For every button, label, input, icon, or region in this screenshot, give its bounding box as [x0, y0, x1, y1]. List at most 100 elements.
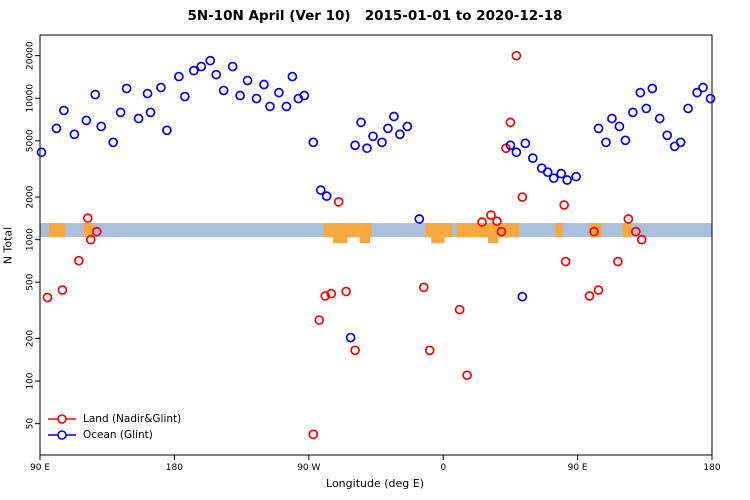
x-axis-label: Longitude (deg E): [326, 477, 424, 490]
data-point-land: [326, 288, 337, 299]
data-point-land: [477, 217, 487, 227]
data-point-land: [314, 315, 325, 325]
data-point-ocean: [683, 103, 693, 114]
data-point-land: [91, 226, 102, 237]
data-point-ocean: [321, 191, 332, 202]
data-point-ocean: [145, 107, 156, 118]
data-point-ocean: [121, 83, 132, 94]
data-point-ocean: [218, 85, 229, 96]
data-point-land: [424, 345, 435, 356]
data-point-ocean: [698, 82, 708, 93]
map-band-land: [83, 223, 94, 238]
y-tick-label: 10000: [26, 84, 36, 113]
map-band-land: [323, 223, 372, 238]
data-point-ocean: [647, 83, 658, 94]
data-point-ocean: [395, 129, 405, 140]
data-point-ocean: [593, 123, 604, 134]
data-point-ocean: [571, 171, 581, 182]
data-point-land: [492, 216, 502, 227]
data-point-ocean: [368, 131, 378, 142]
data-point-ocean: [274, 87, 284, 98]
data-point-ocean: [51, 123, 62, 134]
data-point-ocean: [90, 89, 101, 100]
data-point-land: [308, 429, 319, 440]
data-point-ocean: [108, 137, 119, 148]
data-point-ocean: [675, 137, 686, 148]
data-point-ocean: [227, 61, 238, 72]
data-point-land: [85, 234, 96, 245]
data-point-ocean: [362, 143, 372, 154]
data-point-ocean: [607, 113, 617, 124]
data-point-ocean: [69, 129, 80, 140]
data-point-land: [584, 291, 595, 301]
y-tick-label: 500: [26, 273, 36, 290]
data-point-land: [623, 214, 634, 224]
data-point-ocean: [620, 135, 631, 146]
data-point-ocean: [188, 65, 199, 76]
legend: Land (Nadir&Glint) Ocean (Glint): [46, 412, 181, 442]
data-point-ocean: [389, 111, 399, 122]
data-point-land: [462, 370, 472, 381]
data-point-ocean: [402, 121, 413, 132]
y-tick-label: 2000: [26, 185, 36, 208]
data-point-land: [505, 117, 516, 128]
map-band-land-notch: [488, 236, 499, 244]
legend-label-land: Land (Nadir&Glint): [83, 413, 182, 425]
data-point-ocean: [517, 291, 528, 302]
data-point-ocean: [196, 61, 207, 72]
data-point-land: [613, 256, 623, 267]
data-point-ocean: [287, 71, 298, 82]
plot-box: [39, 34, 713, 456]
data-point-land: [418, 282, 429, 293]
data-point-ocean: [511, 147, 522, 158]
data-point-ocean: [281, 101, 292, 112]
data-point-ocean: [299, 90, 310, 101]
data-point-ocean: [315, 185, 326, 195]
data-point-land: [517, 192, 528, 202]
data-point-land: [320, 291, 331, 301]
data-point-ocean: [628, 107, 638, 118]
data-point-ocean: [180, 91, 190, 102]
data-point-ocean: [562, 175, 572, 185]
x-tick-label: 90 E: [30, 463, 50, 473]
data-point-land: [593, 285, 604, 295]
data-point-ocean: [692, 87, 702, 98]
x-tick-label: 90 E: [568, 463, 588, 473]
data-point-ocean: [520, 138, 531, 149]
data-point-ocean: [251, 93, 262, 104]
data-point-ocean: [614, 121, 625, 132]
x-tick-label: 0: [440, 463, 446, 473]
y-tick-label: 5000: [26, 129, 36, 152]
data-point-ocean: [265, 101, 275, 112]
data-point-land: [636, 234, 647, 245]
data-point-ocean: [350, 140, 360, 151]
data-point-land: [341, 286, 351, 297]
data-point-land: [57, 285, 68, 295]
data-point-ocean: [662, 130, 673, 141]
data-point-land: [496, 226, 507, 237]
y-tick-label: 1000: [26, 228, 36, 251]
data-point-ocean: [383, 123, 393, 134]
map-band-land: [425, 223, 453, 238]
data-point-ocean: [36, 147, 47, 158]
map-band-land: [622, 223, 632, 238]
y-tick-label: 20000: [26, 41, 36, 70]
data-point-ocean: [59, 105, 69, 116]
map-band-land: [456, 223, 520, 238]
data-point-land: [560, 256, 571, 267]
data-point-land: [82, 213, 93, 223]
data-point-ocean: [162, 125, 172, 136]
map-band-land: [589, 223, 602, 238]
data-point-ocean: [542, 167, 553, 178]
data-point-land: [333, 197, 344, 207]
y-tick-label: 200: [26, 330, 36, 347]
data-point-ocean: [308, 137, 319, 148]
map-band-land: [555, 223, 563, 238]
data-point-land: [454, 304, 465, 315]
legend-row-ocean: Ocean (Glint): [46, 428, 181, 442]
data-point-ocean: [235, 90, 245, 101]
legend-label-ocean: Ocean (Glint): [83, 429, 153, 441]
data-point-ocean: [356, 117, 366, 128]
